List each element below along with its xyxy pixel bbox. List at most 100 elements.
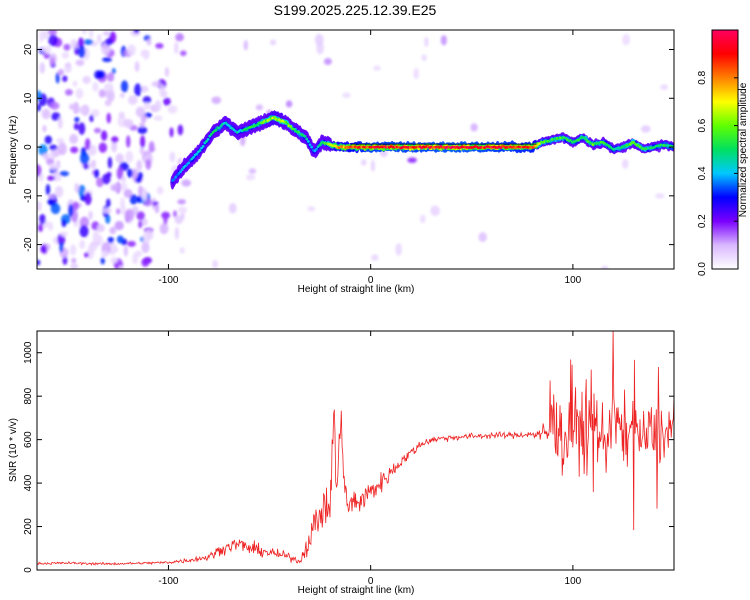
heatmap-cell [101,250,109,258]
heatmap-cell [137,126,148,135]
spectrogram-y-tick-label: -10 [23,188,34,203]
heatmap-cell [68,203,74,217]
heatmap-cell [37,103,42,112]
heatmap-cell [163,211,168,225]
heatmap-cell [169,127,174,138]
heatmap-cell [37,164,42,177]
heatmap-cell [601,265,609,269]
heatmap-cell [106,112,111,124]
heatmap-cell [78,45,86,59]
heatmap-cell [78,122,86,135]
heatmap-cell [136,159,143,171]
heatmap-cell [59,170,70,177]
colorbar-gradient [711,29,739,270]
heatmap-cell [98,89,106,98]
snr-y-tick-label: 1000 [23,341,34,364]
heatmap-cell [126,168,134,178]
heatmap-cell [115,208,121,215]
snr-y-tick-label: 800 [23,387,34,404]
heatmap-cell [62,75,68,82]
heatmap-cell [159,222,169,235]
heatmap-cell [138,220,143,229]
spectrogram-y-tick-label: 0 [23,144,34,150]
heatmap-cell [640,125,651,133]
heatmap-cell [179,247,185,254]
heatmap-cell [110,257,118,264]
heatmap-cell [135,176,142,183]
heatmap-cell [83,163,89,170]
heatmap-cell [146,38,152,46]
heatmap-cell [72,80,78,87]
heatmap-cell [141,241,150,254]
heatmap-cell [370,159,376,172]
snr-y-tick-label: 0 [23,567,34,573]
heatmap-cell [135,106,146,118]
heatmap-cell [127,240,136,247]
heatmap-cell [138,185,143,197]
heatmap-cell [48,221,54,231]
heatmap-cell [318,143,322,147]
spectrogram-x-ticks: -100 0 100 [158,30,582,286]
heatmap-cell [177,199,186,205]
heatmap-cell [48,30,58,36]
heatmap-cell [205,139,208,143]
heatmap-cell [57,116,63,130]
heatmap-cell [360,159,367,166]
heatmap-cell [69,133,79,144]
heatmap-cell [583,137,587,140]
heatmap-cell [116,235,124,244]
heatmap-cell [154,99,162,112]
spectrogram-x-tick-label: 100 [565,275,582,286]
heatmap-cell [49,101,60,110]
heatmap-cell [208,134,212,138]
heatmap-cell [212,260,218,269]
heatmap-cell [174,227,180,240]
heatmap-cell [60,231,68,237]
heatmap-cell [148,141,155,153]
heatmap-cell [55,72,60,84]
colorbar-tick-label: 0.4 [697,166,708,180]
colorbar-tick-label: 0.0 [697,262,708,276]
heatmap-cell [180,50,187,57]
heatmap-cell [102,57,112,63]
heatmap-cell [74,116,80,123]
heatmap-cell [42,30,49,40]
heatmap-cell [82,30,87,35]
heatmap-cell [180,212,185,221]
heatmap-cell [47,198,55,206]
spectrogram-x-tick-label: -100 [158,275,178,286]
heatmap-cell [134,83,142,97]
heatmap-cell [201,144,205,148]
heatmap-cell [177,172,181,175]
colorbar-ticks: 0.0 0.2 0.4 0.6 0.8 [697,70,738,276]
heatmap-cell [61,219,67,228]
snr-frame [36,330,675,571]
heatmap-cell [306,140,310,143]
heatmap-cell [39,213,46,225]
heatmap-cell [141,258,150,267]
heatmap-cell [172,177,176,181]
heatmap-cell [105,38,113,46]
heatmap-cell [305,137,309,141]
heatmap-cell [62,255,68,266]
spectrogram-y-ticks: -20 -10 0 10 20 [23,44,674,252]
snr-x-tick-label: 0 [368,576,374,587]
heatmap-cell [169,151,176,163]
heatmap-cell [125,150,134,163]
heatmap-cell [421,54,427,62]
heatmap-cell [371,254,379,261]
heatmap-cell [70,38,78,50]
heatmap-cell [440,35,447,46]
spectrogram-y-axis-label: Frequency (Hz) [8,116,19,185]
heatmap-cell [49,57,56,66]
heatmap-cell [470,123,478,132]
heatmap-cell [109,183,120,192]
heatmap-cell [161,90,168,98]
heatmap-cell [79,239,86,250]
colorbar-tick-label: 0.2 [697,214,708,228]
heatmap-cell [177,206,188,214]
heatmap-cell [63,43,71,51]
heatmap-cell [41,108,51,120]
heatmap-cell [40,245,47,254]
heatmap-cell [173,41,179,54]
